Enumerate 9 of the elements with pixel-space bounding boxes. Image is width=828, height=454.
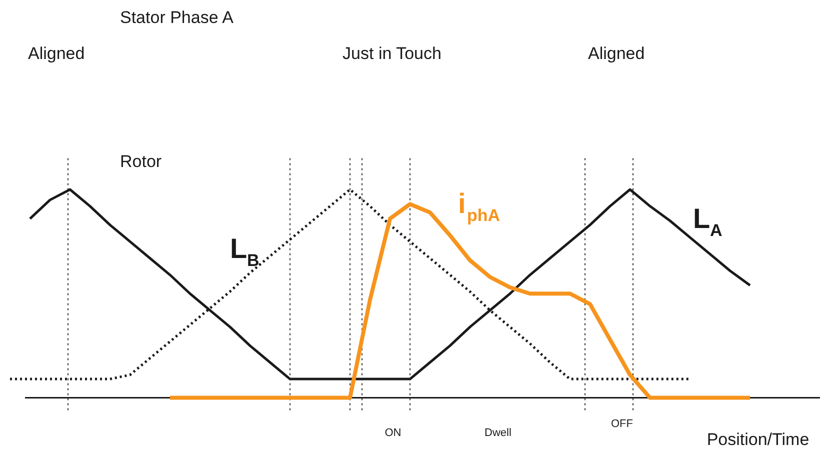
text: OFF xyxy=(611,418,634,430)
text: Dwell xyxy=(484,427,512,439)
text: Aligned xyxy=(28,44,85,63)
text: Just in Touch xyxy=(342,44,442,63)
text: Rotor xyxy=(120,152,162,171)
text: ON xyxy=(384,427,402,439)
text: Position/Time xyxy=(706,430,810,449)
text: Stator Phase A xyxy=(120,8,234,27)
text: Aligned xyxy=(588,44,645,63)
